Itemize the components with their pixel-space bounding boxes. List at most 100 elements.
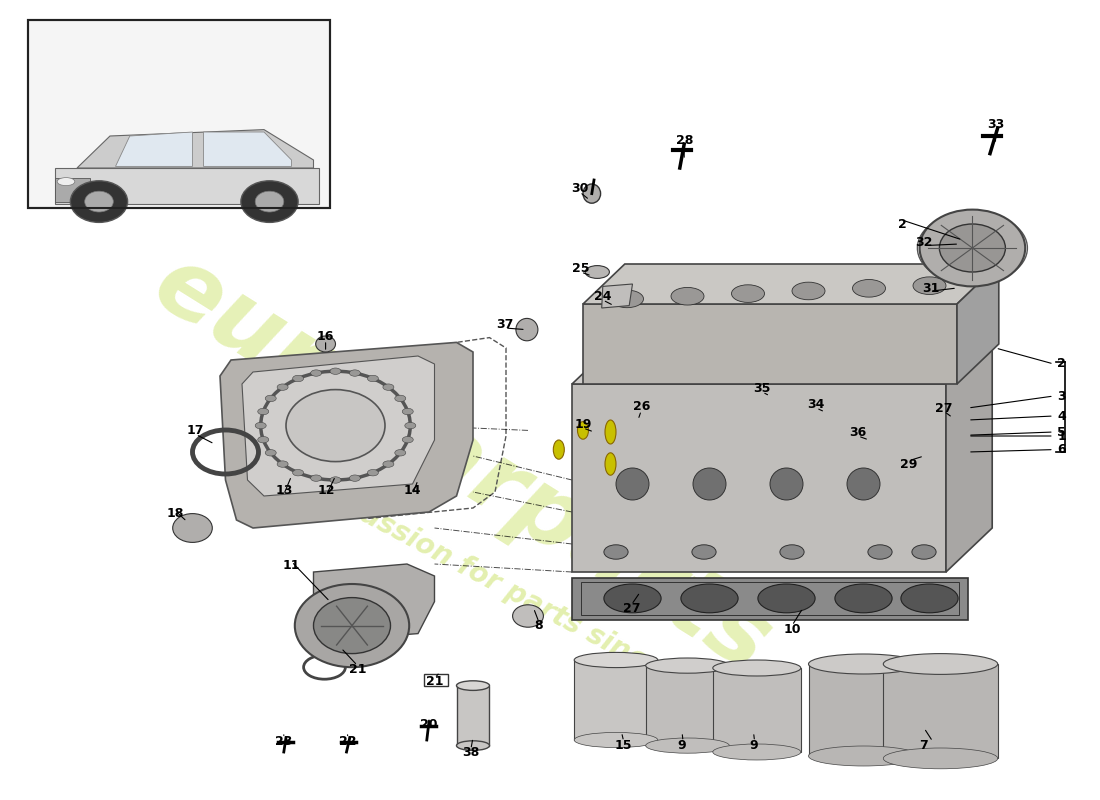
Ellipse shape [605,420,616,444]
Circle shape [295,584,409,667]
FancyBboxPatch shape [574,660,658,740]
Ellipse shape [257,408,268,414]
Ellipse shape [293,375,304,382]
Ellipse shape [616,468,649,500]
Circle shape [241,181,298,222]
Polygon shape [572,384,946,572]
FancyBboxPatch shape [883,664,998,758]
Text: 22: 22 [339,735,356,748]
Text: 21: 21 [426,675,443,688]
Ellipse shape [574,653,658,667]
Ellipse shape [367,375,378,382]
Ellipse shape [646,658,729,673]
Ellipse shape [913,277,946,294]
Text: 27: 27 [935,402,953,414]
Text: 26: 26 [632,400,650,413]
Ellipse shape [403,437,414,443]
Ellipse shape [868,545,892,559]
Text: 28: 28 [675,134,693,146]
Ellipse shape [713,744,801,760]
Circle shape [513,605,543,627]
Ellipse shape [692,545,716,559]
Ellipse shape [912,545,936,559]
Ellipse shape [403,408,414,414]
Text: 19: 19 [574,418,592,430]
Text: 2: 2 [898,218,906,230]
Ellipse shape [265,395,276,402]
Ellipse shape [553,440,564,459]
Text: 11: 11 [283,559,300,572]
Ellipse shape [585,266,609,278]
Ellipse shape [330,477,341,483]
Ellipse shape [835,584,892,613]
Ellipse shape [578,422,588,439]
Circle shape [314,598,390,654]
FancyBboxPatch shape [808,664,918,756]
Text: 5: 5 [1057,426,1066,438]
Ellipse shape [383,384,394,390]
Circle shape [70,181,128,222]
Text: 34: 34 [807,398,825,411]
Polygon shape [572,340,992,384]
Text: 31: 31 [922,282,939,294]
Circle shape [85,191,113,212]
Ellipse shape [395,450,406,456]
Polygon shape [220,342,473,528]
Ellipse shape [883,654,998,674]
Text: 20: 20 [420,718,438,731]
Polygon shape [242,356,434,496]
Bar [55,178,90,202]
Text: 18: 18 [166,507,184,520]
Polygon shape [314,564,435,642]
Ellipse shape [257,437,268,443]
Text: 35: 35 [754,382,771,395]
Text: 32: 32 [915,236,933,249]
Bar [424,674,448,686]
Circle shape [939,224,1005,272]
Ellipse shape [610,290,643,308]
Text: 15: 15 [615,739,632,752]
Text: 29: 29 [900,458,917,470]
Polygon shape [957,264,999,384]
Ellipse shape [901,584,958,613]
Text: 13: 13 [275,484,293,497]
Text: 2: 2 [1057,358,1066,370]
Text: 27: 27 [623,602,640,614]
Ellipse shape [367,470,378,476]
Text: 30: 30 [571,182,588,194]
Ellipse shape [265,450,276,456]
Text: 8: 8 [535,619,543,632]
Ellipse shape [681,584,738,613]
Text: 9: 9 [749,739,758,752]
Ellipse shape [277,384,288,390]
Ellipse shape [293,470,304,476]
Text: 36: 36 [849,426,867,439]
Text: a passion for parts since 1985: a passion for parts since 1985 [314,477,742,723]
Bar [581,582,959,615]
Polygon shape [116,132,192,166]
Text: 10: 10 [783,623,801,636]
Ellipse shape [604,545,628,559]
Text: 3: 3 [1057,390,1066,402]
Text: 37: 37 [496,318,514,331]
Ellipse shape [350,475,361,482]
Ellipse shape [770,468,803,500]
Polygon shape [946,340,992,572]
Text: 25: 25 [572,262,590,274]
Ellipse shape [255,422,266,429]
Polygon shape [77,130,314,168]
Polygon shape [583,304,957,384]
Text: 14: 14 [404,484,421,497]
Ellipse shape [310,370,321,376]
Polygon shape [602,284,632,308]
Ellipse shape [383,461,394,467]
Circle shape [255,191,284,212]
Ellipse shape [780,545,804,559]
Text: 1: 1 [1057,430,1066,442]
Text: 9: 9 [678,739,686,752]
Text: 6: 6 [1057,443,1066,456]
Ellipse shape [350,370,361,376]
Polygon shape [204,132,292,166]
FancyBboxPatch shape [713,668,801,752]
Ellipse shape [583,184,601,203]
